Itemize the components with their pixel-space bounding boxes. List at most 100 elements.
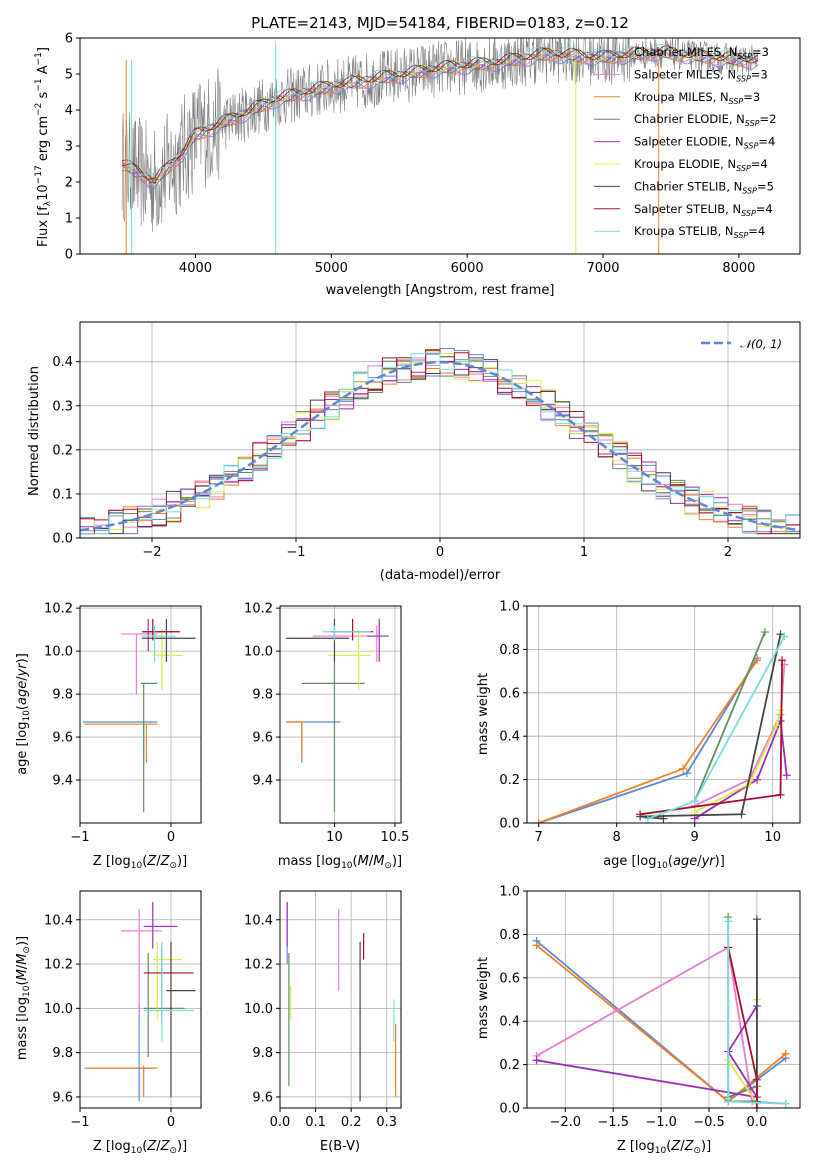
mw-z-marker-7-1 <box>752 1075 761 1084</box>
spectrum-title: PLATE=2143, MJD=54184, FIBERID=0183, z=0… <box>251 14 629 32</box>
mw-age-ytick-label-1: 0.2 <box>499 773 520 788</box>
model-spectrum-line-8 <box>122 43 758 176</box>
age-mass-frame <box>279 605 402 824</box>
mass-z-ylabel: mass [log10(M/M⊙)] <box>15 936 32 1060</box>
mw-age-marker-5-2 <box>772 721 781 730</box>
mw-age-marker-6-2 <box>737 810 746 819</box>
mw-z-marker-8-2 <box>781 1099 790 1108</box>
age-z-xtick-label-0: −1 <box>70 830 89 845</box>
residual-ylabel: Normed distribution <box>27 366 42 496</box>
age-z-xlabel: Z [log10(Z/Z⊙)] <box>93 854 187 871</box>
mw-age-series-line-8 <box>647 635 786 820</box>
age-z-ytick-label-3: 10.0 <box>44 645 73 660</box>
mw-z-marker-1-0 <box>532 941 541 950</box>
residual-xtick-label-0: −2 <box>142 545 161 560</box>
mass-z-ytick-label-4: 10.4 <box>44 913 73 928</box>
mw-z-marker-8-1 <box>724 1097 733 1106</box>
mass-ebv-frame <box>279 890 402 1109</box>
mw-age-xtick-label-0: 7 <box>535 830 543 845</box>
spectrum-xtick-label-4: 8000 <box>722 261 755 276</box>
mw-age-series-line-5 <box>694 709 782 813</box>
mass-z-ytick-label-3: 10.2 <box>44 958 73 973</box>
residual-xtick-label-2: 0 <box>436 545 444 560</box>
mw-age-marker-1-2 <box>753 656 762 665</box>
model-spectrum-line-2 <box>121 50 759 182</box>
mw-z-ytick-label-1: 0.2 <box>499 1058 520 1073</box>
mw-age-marker-6-0 <box>659 814 668 823</box>
mw-age-xlabel: age [log10(age/yr)] <box>603 854 725 871</box>
mass-weight-vs-age-panel: age [log10(age/yr)] mass weight 7 8 9 10 0.0… <box>476 600 801 871</box>
mw-age-series-line-4 <box>694 720 788 820</box>
normal-legend-label: 𝒩(0, 1) <box>740 337 782 351</box>
mw-age-marker-3-1 <box>760 628 769 637</box>
spectrum-frame <box>79 37 801 255</box>
normal-curve-line <box>80 360 800 532</box>
mw-age-marker-8-1 <box>690 797 699 806</box>
mw-z-xtick-label-1: −1.5 <box>597 1115 629 1130</box>
mw-z-ytick-label-4: 0.8 <box>499 928 520 943</box>
mw-z-xtick-label-4: 0.0 <box>747 1115 768 1130</box>
mw-z-xlabel: Z [log10(Z/Z⊙)] <box>617 1139 711 1156</box>
mw-age-marker-4-1 <box>753 775 762 784</box>
residual-ytick-label-3: 0.3 <box>52 399 73 414</box>
mw-z-xtick-label-2: −1.0 <box>645 1115 677 1130</box>
residual-panel: (data-model)/error Normed distribution −… <box>27 321 801 583</box>
age-z-frame <box>79 605 202 824</box>
spectrum-ytick-label-2: 2 <box>65 176 73 191</box>
legend-label-6: Chabrier STELIB, NSSP=5 <box>634 179 774 195</box>
mass-vs-ebv-panel: E(B-V) 0.0 0.1 0.2 0.3 9.6 9.8 10.0 10.2 10.4 <box>244 890 402 1154</box>
mw-z-ytick-label-2: 0.4 <box>499 1015 520 1030</box>
residual-frame <box>79 321 801 539</box>
mass-ebv-traces <box>286 902 397 1102</box>
legend-label-0: Chabrier MILES, NSSP=3 <box>634 45 769 61</box>
legend-label-3: Chabrier ELODIE, NSSP=2 <box>634 112 776 128</box>
legend-label-7: Salpeter STELIB, NSSP=4 <box>634 202 773 218</box>
age-mass-ytick-label-0: 9.4 <box>252 774 273 789</box>
spectrum-ytick-label-3: 3 <box>65 140 73 155</box>
mw-z-xtick-label-0: −2.0 <box>550 1115 582 1130</box>
mw-age-marker-4-3 <box>782 771 791 780</box>
mass-z-traces <box>84 902 196 1102</box>
mass-z-ytick-label-2: 10.0 <box>44 1002 73 1017</box>
age-mass-ytick-label-1: 9.6 <box>252 731 273 746</box>
mw-age-series-line-1 <box>538 659 758 823</box>
spectrum-ytick-label-5: 5 <box>65 68 73 83</box>
mw-age-ytick-label-0: 0.0 <box>499 817 520 832</box>
mw-z-marker-4-0 <box>532 1056 541 1065</box>
model-spectrum-line-0 <box>122 53 759 190</box>
mw-age-ytick-label-2: 0.4 <box>499 730 520 745</box>
mw-z-marker-8-0 <box>724 917 733 926</box>
age-mass-xtick-label-1: 10.5 <box>380 830 409 845</box>
mw-age-marker-7-2 <box>778 656 787 665</box>
mass-ebv-ytick-label-2: 10.0 <box>244 1002 273 1017</box>
mw-z-ytick-label-0: 0.0 <box>499 1102 520 1117</box>
mw-z-marker-6-2 <box>752 915 761 924</box>
mw-age-xtick-label-3: 10 <box>764 830 781 845</box>
mw-age-frame <box>526 605 801 824</box>
histogram-step-8 <box>80 352 800 535</box>
spectrum-traces <box>121 38 760 254</box>
residual-ytick-label-2: 0.2 <box>52 443 73 458</box>
mass-ebv-xtick-label-0: 0.0 <box>270 1115 291 1130</box>
age-vs-mass-panel: mass [log10(M/M⊙)] 10 10.5 9.4 9.6 9.8 10.0 10… <box>244 602 409 871</box>
mass-ebv-xtick-label-3: 0.3 <box>376 1115 397 1130</box>
legend-label-8: Kroupa STELIB, NSSP=4 <box>634 224 765 240</box>
mass-z-xtick-label-0: −1 <box>70 1115 89 1130</box>
mass-ebv-ytick-label-3: 10.2 <box>244 958 273 973</box>
mw-age-ylabel: mass weight <box>476 673 491 755</box>
age-z-traces <box>82 618 196 813</box>
spectrum-xtick-label-2: 6000 <box>451 261 484 276</box>
spectrum-xtick-label-1: 5000 <box>315 261 348 276</box>
mass-z-xlabel: Z [log10(Z/Z⊙)] <box>93 1139 187 1156</box>
mw-age-marker-8-0 <box>643 814 652 823</box>
mw-z-traces <box>532 913 790 1108</box>
age-z-ytick-label-0: 9.4 <box>52 774 73 789</box>
age-z-xtick-label-1: 0 <box>167 830 175 845</box>
mw-z-series-line-3 <box>727 917 758 1099</box>
age-z-ytick-label-2: 9.8 <box>52 688 73 703</box>
age-mass-traces <box>286 618 389 813</box>
mw-z-ytick-label-5: 1.0 <box>499 885 520 900</box>
mw-age-marker-5-3 <box>776 706 785 715</box>
age-mass-ytick-label-2: 9.8 <box>252 688 273 703</box>
spectrum-ytick-label-0: 0 <box>65 248 73 263</box>
